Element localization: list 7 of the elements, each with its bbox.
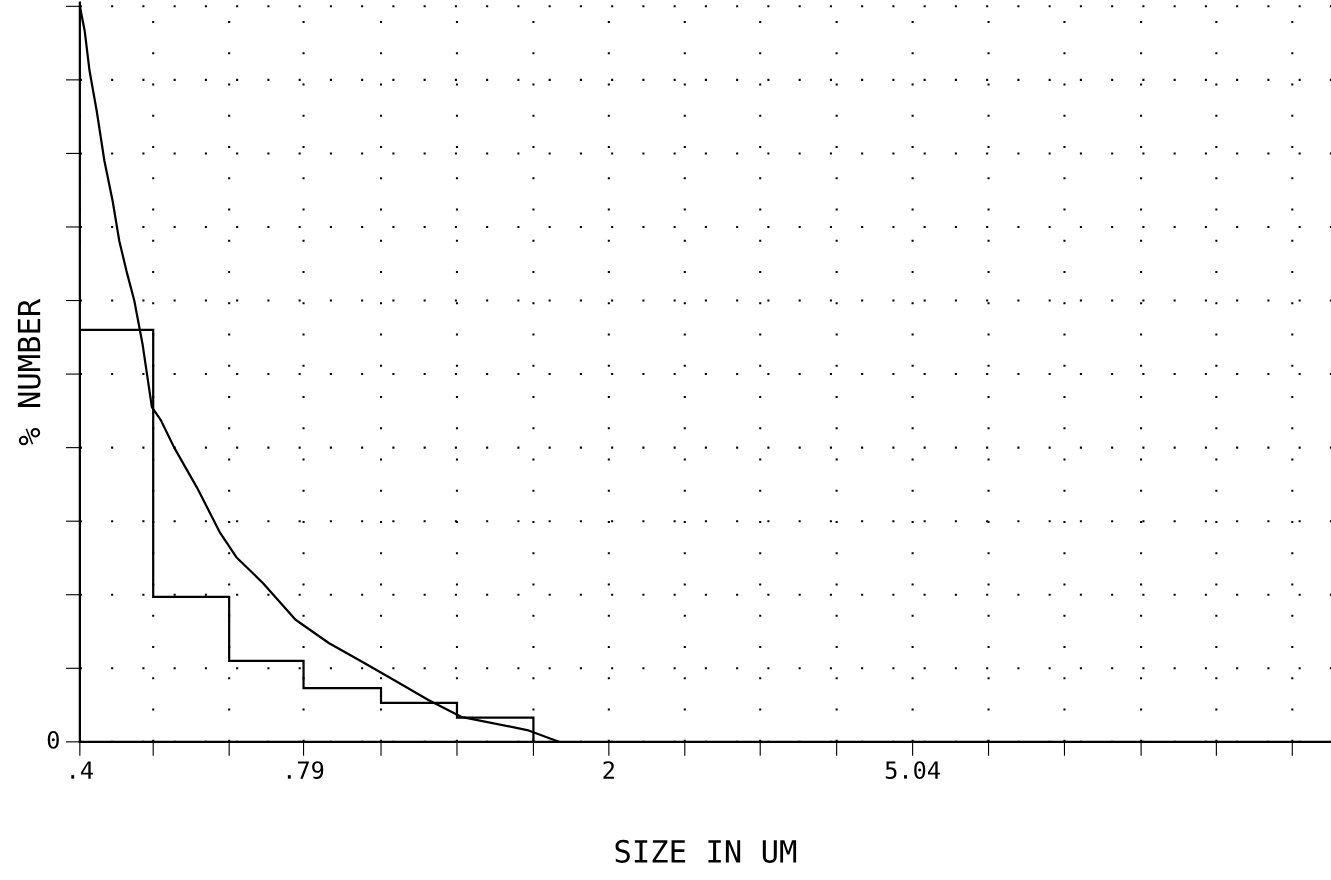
x-axis-title: SIZE IN UM bbox=[615, 839, 797, 863]
x-tick-label: .79 bbox=[287, 761, 324, 779]
x-tick-label: .4 bbox=[71, 761, 93, 779]
text: 0 bbox=[47, 730, 59, 749]
x-tick-label: 2 bbox=[603, 761, 614, 779]
y-axis-title: % NUMBER bbox=[17, 298, 41, 446]
x-tick-label: 5.04 bbox=[885, 761, 940, 779]
